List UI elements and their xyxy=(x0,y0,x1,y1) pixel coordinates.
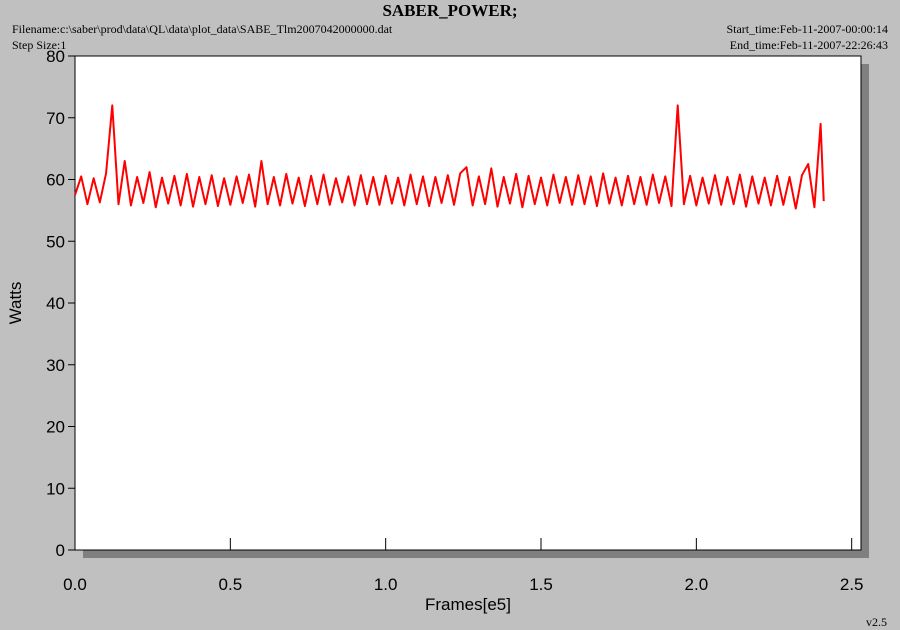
step-size: Step Size:1 xyxy=(12,38,66,52)
version: v2.5 xyxy=(866,615,887,629)
filename: Filename:c:\saber\prod\data\QL\data\plot… xyxy=(12,22,393,36)
x-tick-label: 1.0 xyxy=(374,575,398,594)
y-tick-label: 80 xyxy=(46,47,65,66)
end-time: End_time:Feb-11-2007-22:26:43 xyxy=(730,38,888,52)
chart-title: SABER_POWER; xyxy=(382,1,517,20)
data-line xyxy=(74,104,825,210)
y-axis-label: Watts xyxy=(6,282,25,325)
y-tick-label: 40 xyxy=(46,294,65,313)
y-tick-label: 60 xyxy=(46,171,65,190)
x-tick-label: 1.5 xyxy=(529,575,553,594)
y-tick-label: 20 xyxy=(46,418,65,437)
y-tick-label: 50 xyxy=(46,232,65,251)
x-tick-label: 2.0 xyxy=(685,575,709,594)
y-tick-label: 70 xyxy=(46,109,65,128)
start-time: Start_time:Feb-11-2007-00:00:14 xyxy=(726,22,888,36)
x-axis-label: Frames[e5] xyxy=(425,595,511,614)
y-tick-label: 10 xyxy=(46,479,65,498)
x-tick-label: 0.0 xyxy=(63,575,87,594)
y-tick-label: 30 xyxy=(46,356,65,375)
x-tick-label: 2.5 xyxy=(840,575,864,594)
x-tick-label: 0.5 xyxy=(219,575,243,594)
y-tick-label: 0 xyxy=(56,541,65,560)
plot-area xyxy=(74,55,862,551)
